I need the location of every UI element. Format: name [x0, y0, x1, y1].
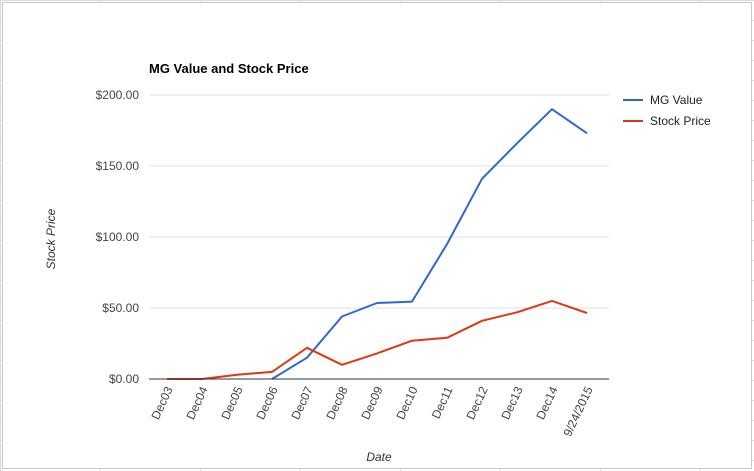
series-lines	[167, 108, 588, 380]
gridlines	[149, 94, 609, 309]
x-tick-label: Dec13	[498, 384, 525, 422]
series-line-mg-value	[271, 108, 588, 380]
x-axis-ticks: Dec03 Dec04 Dec05 Dec06 Dec07 Dec08 Dec09 Dec10…	[148, 384, 595, 439]
y-tick-label: $50.00	[102, 301, 139, 315]
x-tick-label: Dec04	[183, 384, 210, 422]
x-tick-label: Dec09	[358, 384, 385, 422]
series-line-stock-price	[167, 299, 588, 380]
legend[interactable]: MG Value Stock Price	[623, 93, 711, 128]
y-tick-label: $150.00	[96, 159, 140, 173]
x-tick-label: Dec07	[288, 384, 315, 422]
y-tick-label: $200.00	[96, 88, 140, 102]
y-axis-title: Stock Price	[44, 208, 58, 269]
x-tick-label: 9/24/2015	[560, 384, 595, 439]
x-axis-title: Date	[366, 450, 392, 464]
y-axis-ticks: $0.00 $50.00 $100.00 $150.00 $200.00	[96, 88, 140, 386]
x-tick-label: Dec14	[533, 384, 560, 422]
x-tick-label: Dec11	[429, 384, 456, 421]
x-tick-label: Dec03	[148, 384, 175, 422]
legend-label: MG Value	[650, 93, 703, 107]
x-tick-label: Dec08	[323, 384, 350, 422]
x-tick-label: Dec10	[393, 384, 420, 422]
x-tick-label: Dec06	[253, 384, 280, 422]
x-tick-label: Dec05	[218, 384, 245, 422]
x-tick-label: Dec12	[463, 384, 490, 422]
legend-label: Stock Price	[650, 114, 711, 128]
y-tick-label: $100.00	[96, 230, 140, 244]
chart-title: MG Value and Stock Price	[149, 61, 309, 76]
y-tick-label: $0.00	[109, 372, 139, 386]
line-chart: MG Value and Stock Price $0.00 $50.00 $100…	[44, 61, 711, 464]
